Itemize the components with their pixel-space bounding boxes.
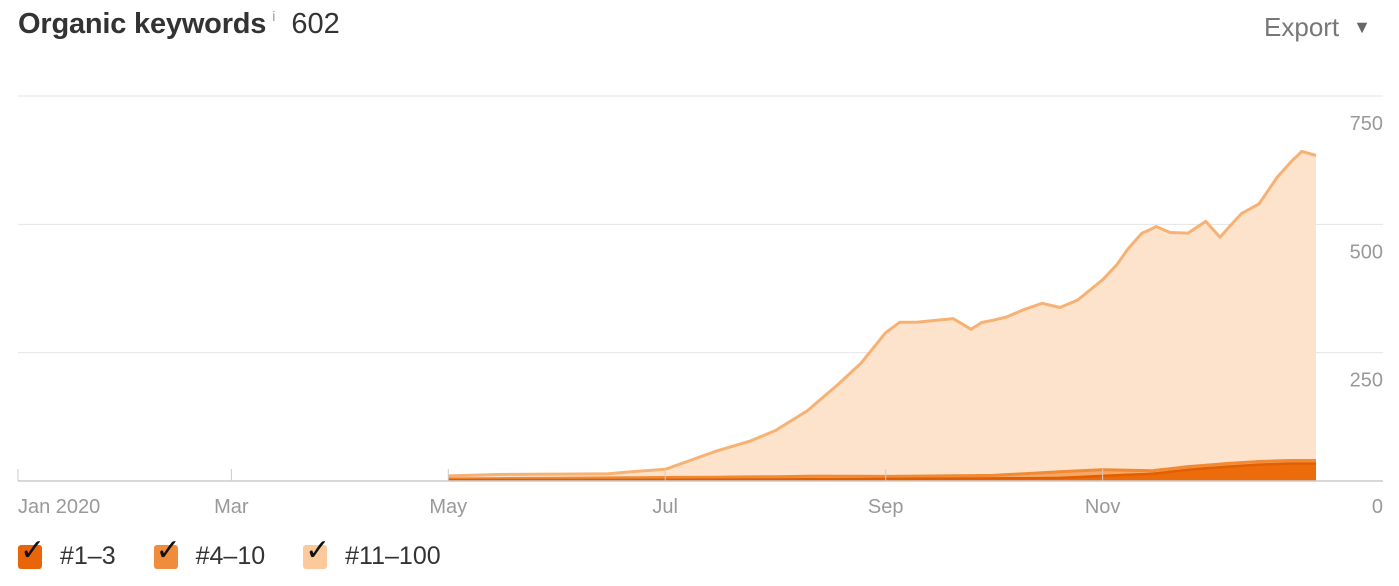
x-tick-label: Jan 2020 xyxy=(18,496,100,518)
caret-down-icon: ▼ xyxy=(1353,17,1371,37)
y-tick-label: 0 xyxy=(1372,496,1383,518)
legend-checkbox-top3[interactable]: ✓ xyxy=(18,535,45,569)
series-area-top100 xyxy=(448,151,1316,479)
legend-checkbox-top100[interactable]: ✓ xyxy=(303,535,330,569)
x-tick-label: Mar xyxy=(214,496,249,518)
organic-keywords-chart: 0 250 500 750 Jan 2020 Mar May Jul Sep Nov xyxy=(17,95,1383,518)
y-tick-label: 500 xyxy=(1350,241,1383,263)
legend-label-top100: #11–100 xyxy=(345,542,441,570)
legend-label-top3: #1–3 xyxy=(60,542,116,570)
total-keywords-count: 602 xyxy=(291,8,340,40)
series-line-top100 xyxy=(448,149,1317,478)
x-tick-label: May xyxy=(429,496,467,518)
chart-legend: ✓ #1–3 ✓ #4–10 ✓ #11–100 xyxy=(18,535,479,571)
x-tick-label: Jul xyxy=(652,496,678,518)
export-label: Export xyxy=(1264,12,1340,42)
y-tick-label: 750 xyxy=(1350,113,1383,135)
checkmark-icon: ✓ xyxy=(20,532,46,568)
chart-header: Organic keywords i 602 xyxy=(18,8,340,48)
checkmark-icon: ✓ xyxy=(155,532,181,568)
legend-item-top100[interactable]: ✓ #11–100 xyxy=(303,535,441,571)
export-button[interactable]: Export ▼ xyxy=(1264,12,1371,43)
info-icon[interactable]: i xyxy=(272,8,276,24)
checkmark-icon: ✓ xyxy=(305,532,331,568)
chart-title: Organic keywords xyxy=(18,8,267,40)
legend-label-top10: #4–10 xyxy=(195,542,266,570)
series-line-top10 xyxy=(448,459,1316,481)
y-tick-label: 250 xyxy=(1350,370,1383,392)
series-line-top3 xyxy=(448,462,1316,482)
legend-checkbox-top10[interactable]: ✓ xyxy=(153,535,181,569)
legend-item-top3[interactable]: ✓ #1–3 xyxy=(18,535,116,571)
x-tick-label: Sep xyxy=(868,496,904,518)
x-tick-label: Nov xyxy=(1085,496,1121,518)
legend-item-top10[interactable]: ✓ #4–10 xyxy=(153,535,266,571)
